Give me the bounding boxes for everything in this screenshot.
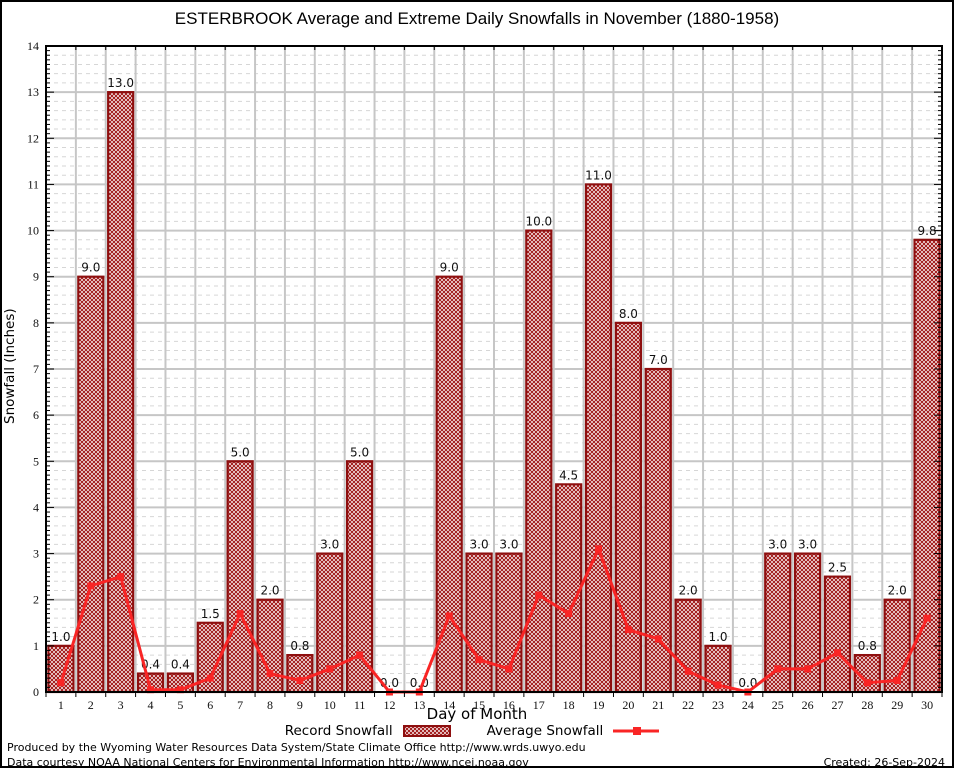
svg-text:14: 14	[443, 698, 455, 712]
svg-text:10.0: 10.0	[525, 215, 552, 229]
svg-text:10: 10	[27, 224, 39, 238]
svg-text:10: 10	[324, 698, 336, 712]
svg-text:9: 9	[33, 270, 39, 284]
svg-text:7: 7	[237, 698, 243, 712]
svg-text:18: 18	[563, 698, 575, 712]
svg-text:27: 27	[831, 698, 843, 712]
svg-text:3.0: 3.0	[499, 538, 518, 552]
svg-text:2: 2	[88, 698, 94, 712]
svg-text:12: 12	[383, 698, 395, 712]
svg-text:13: 13	[27, 85, 39, 99]
svg-text:6: 6	[33, 408, 39, 422]
footer-producer: Produced by the Wyoming Water Resources …	[7, 741, 586, 754]
svg-text:9.8: 9.8	[918, 224, 937, 238]
svg-text:13.0: 13.0	[107, 76, 134, 90]
svg-text:2.5: 2.5	[828, 561, 847, 575]
svg-text:1.0: 1.0	[708, 630, 727, 644]
record-snowfall-swatch-icon	[402, 725, 451, 737]
svg-text:5: 5	[177, 698, 183, 712]
svg-text:8: 8	[33, 316, 39, 330]
svg-text:8: 8	[267, 698, 273, 712]
legend-average-label: Average Snowfall	[486, 723, 604, 739]
svg-text:2.0: 2.0	[888, 584, 907, 598]
svg-text:13: 13	[413, 698, 425, 712]
svg-text:24: 24	[742, 698, 754, 712]
svg-text:5.0: 5.0	[350, 445, 369, 459]
svg-text:20: 20	[622, 698, 634, 712]
svg-text:6: 6	[207, 698, 213, 712]
svg-text:11: 11	[27, 177, 39, 191]
svg-text:19: 19	[593, 698, 605, 712]
svg-text:26: 26	[802, 698, 814, 712]
svg-text:8.0: 8.0	[619, 307, 638, 321]
svg-text:4.5: 4.5	[559, 468, 578, 482]
svg-text:7: 7	[33, 362, 39, 376]
svg-text:2: 2	[33, 593, 39, 607]
x-axis-label: Day of Month	[426, 705, 528, 723]
svg-text:5.0: 5.0	[231, 445, 250, 459]
average-snowfall-swatch-icon	[613, 727, 660, 735]
svg-text:3.0: 3.0	[768, 538, 787, 552]
svg-text:15: 15	[473, 698, 485, 712]
svg-text:3.0: 3.0	[320, 538, 339, 552]
svg-text:17: 17	[533, 698, 545, 712]
created-date: Created: 26-Sep-2024	[823, 756, 945, 768]
svg-text:1: 1	[58, 698, 64, 712]
svg-text:3.0: 3.0	[470, 538, 489, 552]
footer-data-courtesy: Data courtesy NOAA National Centers for …	[7, 756, 529, 768]
svg-text:14: 14	[27, 39, 39, 53]
svg-text:23: 23	[712, 698, 724, 712]
svg-text:2.0: 2.0	[679, 584, 698, 598]
svg-text:0.4: 0.4	[171, 658, 190, 672]
svg-text:1: 1	[33, 639, 39, 653]
svg-text:21: 21	[652, 698, 664, 712]
svg-text:0.8: 0.8	[858, 639, 877, 653]
svg-text:4: 4	[148, 698, 154, 712]
svg-text:28: 28	[861, 698, 873, 712]
svg-text:3: 3	[118, 698, 124, 712]
svg-text:9.0: 9.0	[440, 261, 459, 275]
svg-text:0: 0	[33, 685, 39, 699]
svg-text:9.0: 9.0	[81, 261, 100, 275]
svg-text:16: 16	[503, 698, 515, 712]
svg-text:1.0: 1.0	[51, 630, 70, 644]
svg-text:4: 4	[33, 500, 39, 514]
svg-text:9: 9	[297, 698, 303, 712]
svg-text:11: 11	[354, 698, 366, 712]
svg-text:5: 5	[33, 454, 39, 468]
svg-text:7.0: 7.0	[649, 353, 668, 367]
legend-record-label: Record Snowfall	[284, 723, 393, 739]
svg-text:25: 25	[772, 698, 784, 712]
svg-text:2.0: 2.0	[260, 584, 279, 598]
svg-text:3.0: 3.0	[798, 538, 817, 552]
svg-text:30: 30	[921, 698, 933, 712]
svg-text:29: 29	[891, 698, 903, 712]
legend: Record Snowfall Average Snowfall	[2, 723, 952, 739]
svg-text:12: 12	[27, 131, 39, 145]
svg-text:0.8: 0.8	[290, 639, 309, 653]
svg-text:22: 22	[682, 698, 694, 712]
svg-text:1.5: 1.5	[201, 607, 220, 621]
svg-text:11.0: 11.0	[585, 168, 612, 182]
svg-text:3: 3	[33, 547, 39, 561]
chart-title: ESTERBROOK Average and Extreme Daily Sno…	[174, 9, 780, 28]
